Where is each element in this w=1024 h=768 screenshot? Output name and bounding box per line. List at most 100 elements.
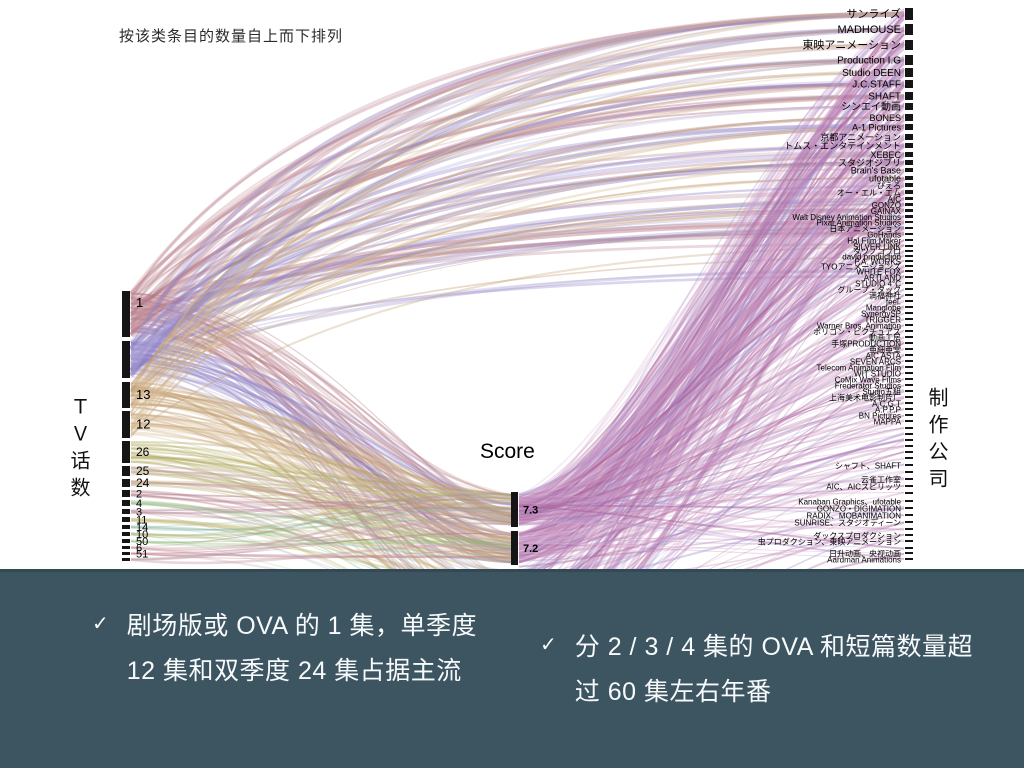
ribbon-strand — [130, 12, 905, 309]
ribbon-strand — [518, 161, 905, 541]
ribbon-strand — [130, 177, 905, 438]
ribbon-strand — [518, 324, 905, 508]
ribbon-strand — [518, 152, 905, 509]
ribbon-strand — [130, 369, 417, 569]
company-axis-node — [905, 534, 913, 536]
left-axis-bar — [122, 479, 130, 487]
ribbon-strand — [546, 33, 905, 569]
ribbon-strand — [130, 456, 512, 561]
ribbon-strand — [518, 264, 905, 524]
ribbon-strand — [130, 329, 512, 506]
ribbon-strand — [518, 41, 905, 547]
company-axis-node — [905, 318, 913, 320]
ribbon-strand — [518, 186, 905, 509]
ribbon-strand — [130, 447, 512, 514]
ribbon-strand — [584, 146, 905, 569]
ribbon-strand — [130, 372, 485, 569]
ribbon-strand — [586, 102, 905, 569]
ribbon-strand — [564, 318, 905, 569]
company-axis-node — [905, 439, 913, 441]
ribbon-strand — [518, 128, 905, 537]
ribbon-strand — [130, 126, 905, 386]
ribbon-strand — [130, 302, 512, 536]
company-axis-label: タツノコプロ — [853, 248, 901, 257]
company-axis-node — [905, 390, 913, 392]
ribbon-strand — [130, 59, 905, 405]
ribbon-strand — [130, 517, 512, 531]
ribbon-strand — [571, 152, 905, 569]
ribbon-strand — [130, 315, 415, 569]
company-axis-label: Aardman Animations — [827, 556, 901, 565]
ribbon-strand — [518, 470, 905, 556]
ribbon-strand — [130, 441, 393, 569]
left-axis-label: 12 — [136, 417, 150, 432]
company-axis-label: AIC — [888, 195, 902, 204]
company-axis-node — [905, 348, 913, 350]
ribbon-strand — [130, 28, 905, 430]
company-axis-label: SHAFT — [868, 92, 901, 103]
ribbon-strand — [129, 26, 905, 345]
ribbon-strand — [130, 473, 512, 497]
company-axis-node — [905, 547, 913, 549]
ribbon-strand — [130, 473, 456, 569]
company-axis-node — [905, 255, 913, 257]
ribbon-strand — [130, 342, 512, 506]
ribbon-strand — [130, 424, 512, 536]
company-axis-label: 手塚PRODUCTION — [831, 339, 901, 349]
ribbon-strand — [518, 135, 905, 504]
ribbon-strand — [563, 79, 905, 569]
ribbon-strand — [518, 124, 905, 558]
ribbon-strand — [130, 298, 512, 543]
company-axis-node — [905, 420, 913, 422]
ribbon-strand — [518, 208, 905, 507]
ribbon-strand — [130, 357, 512, 522]
ribbon-strand — [130, 414, 411, 569]
ribbon-strand — [518, 339, 905, 524]
ribbon-strand — [523, 124, 906, 569]
ribbon-strand — [130, 403, 512, 525]
ribbon-strand — [130, 197, 905, 398]
ribbon-strand — [518, 192, 905, 549]
ribbon-strand — [130, 456, 512, 508]
ribbon-strand — [518, 239, 905, 512]
left-axis-label: 13 — [136, 387, 150, 402]
company-axis-node — [905, 114, 913, 121]
ribbon-strand — [129, 11, 905, 337]
ribbon-strand — [518, 97, 905, 511]
company-axis-label: 虫プロダクション、東映アニメーション — [758, 537, 901, 547]
ribbon-strand — [625, 378, 905, 569]
company-axis-node — [905, 40, 913, 50]
company-axis-label: XEBEC — [870, 150, 901, 160]
ribbon-strand — [130, 70, 905, 398]
company-axis-node — [905, 366, 913, 368]
ribbon-strand — [518, 485, 905, 549]
ribbon-strand — [129, 44, 905, 332]
ribbon-strand — [130, 493, 512, 509]
ribbon-strand — [518, 12, 905, 502]
ribbon-strand — [708, 491, 905, 569]
ribbon-strand — [130, 422, 512, 518]
ribbon-strand — [518, 444, 905, 518]
company-axis-node — [905, 330, 913, 332]
ribbon-strand — [518, 95, 905, 505]
ribbon-strand — [130, 197, 905, 417]
left-axis-bar — [122, 500, 130, 506]
ribbon-strand — [518, 445, 905, 560]
ribbon-strand — [130, 324, 430, 569]
ribbon-strand — [518, 152, 905, 545]
ribbon-strand — [130, 532, 512, 557]
ribbon-strand — [518, 28, 905, 557]
ribbon-strand — [518, 95, 905, 541]
ribbon-strand — [130, 482, 512, 547]
ribbon-strand — [130, 425, 512, 500]
ribbon-strand — [130, 208, 905, 309]
ribbon-strand — [130, 231, 905, 306]
company-axis-node — [905, 190, 913, 194]
ribbon-strand — [130, 126, 905, 433]
ribbon-strand — [518, 403, 905, 496]
ribbon-strand — [130, 320, 512, 564]
ribbon-strand — [518, 73, 905, 521]
ribbon-strand — [130, 161, 905, 392]
company-axis-label: WIT STUDIO — [854, 370, 901, 379]
ribbon-strand — [518, 143, 906, 503]
